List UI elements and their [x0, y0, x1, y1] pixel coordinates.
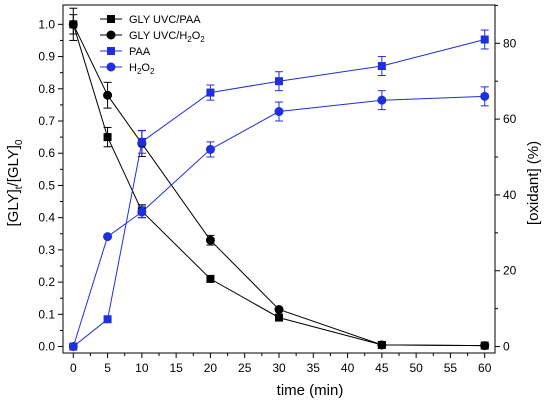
- data-point-circle: [274, 305, 284, 314]
- x-tick-label: 35: [307, 361, 321, 375]
- chart-marks: [68, 7, 490, 352]
- data-point-square: [275, 313, 283, 322]
- y-left-tick-label: 0.0: [38, 340, 55, 354]
- y-left-tick-label: 0.3: [38, 243, 55, 257]
- data-point-square: [377, 62, 386, 71]
- y-left-tick-label: 0.6: [38, 146, 55, 160]
- x-tick-label: 15: [169, 361, 183, 375]
- x-tick-label: 25: [238, 361, 252, 375]
- y-right-axis-title: [oxidant] (%): [525, 141, 542, 225]
- y-left-tick-label: 0.7: [38, 114, 55, 128]
- data-point-square: [480, 35, 489, 44]
- data-point-circle: [68, 342, 78, 352]
- data-point-circle: [274, 107, 284, 117]
- chart-axes: 0 5 10 15 20 25 30 35 40 45 50 55 60 0.0 0.1 0.2 0.3 0.4 0…: [38, 4, 517, 375]
- data-point-circle: [103, 232, 113, 242]
- y-right-tick-label: 0: [503, 340, 510, 354]
- legend-marker-circle: [106, 62, 116, 72]
- data-point-circle: [377, 95, 387, 105]
- data-point-circle: [68, 19, 78, 29]
- x-tick-label: 30: [272, 361, 286, 375]
- legend-marker-square: [107, 47, 115, 55]
- y-left-tick-label: 0.9: [38, 50, 55, 64]
- x-tick-label: 40: [341, 361, 355, 375]
- data-point-circle: [480, 341, 490, 351]
- data-point-square: [103, 315, 112, 324]
- data-point-circle: [480, 91, 490, 101]
- legend-marker-square: [107, 15, 115, 23]
- x-tick-label: 45: [375, 361, 389, 375]
- y-left-axis-title: [GLY]t/[GLY]0: [5, 139, 25, 226]
- legend-label-1: GLY UVC/H2O2: [129, 30, 205, 44]
- data-point-circle: [205, 235, 215, 245]
- x-tick-label: 50: [409, 361, 423, 375]
- x-tick-label: 5: [104, 361, 111, 375]
- data-point-circle: [137, 207, 147, 217]
- y-left-tick-label: 0.1: [38, 307, 55, 321]
- legend-label-0: GLY UVC/PAA: [129, 14, 201, 26]
- data-point-square: [275, 77, 283, 86]
- y-left-tick-label: 1.0: [38, 17, 55, 31]
- x-tick-label: 55: [444, 361, 458, 375]
- legend-label-2: PAA: [129, 46, 151, 58]
- data-point-circle: [205, 144, 215, 154]
- x-axis-title: time (min): [277, 382, 344, 399]
- x-tick-label: 0: [70, 361, 77, 375]
- x-tick-label: 60: [478, 361, 492, 375]
- data-point-circle: [377, 340, 387, 350]
- chart-legend: GLY UVC/PAA GLY UVC/H2O2 PAA H2O2: [100, 14, 205, 76]
- y-left-tick-label: 0.5: [38, 178, 55, 192]
- data-point-square: [103, 133, 112, 142]
- y-right-tick-label: 20: [503, 264, 517, 278]
- legend-marker-circle: [106, 30, 116, 40]
- x-tick-label: 10: [135, 361, 149, 375]
- data-point-square: [137, 137, 146, 146]
- data-point-circle: [103, 90, 113, 100]
- x-tick-label: 20: [204, 361, 218, 375]
- data-point-square: [206, 88, 215, 97]
- y-left-tick-label: 0.2: [38, 275, 55, 289]
- y-right-tick-label: 40: [503, 188, 517, 202]
- y-left-tick-label: 0.8: [38, 82, 55, 96]
- y-right-tick-label: 60: [503, 112, 517, 126]
- y-right-tick-label: 80: [503, 36, 517, 50]
- legend-label-3: H2O2: [129, 62, 155, 76]
- y-left-tick-label: 0.4: [38, 211, 55, 225]
- data-point-square: [206, 274, 215, 283]
